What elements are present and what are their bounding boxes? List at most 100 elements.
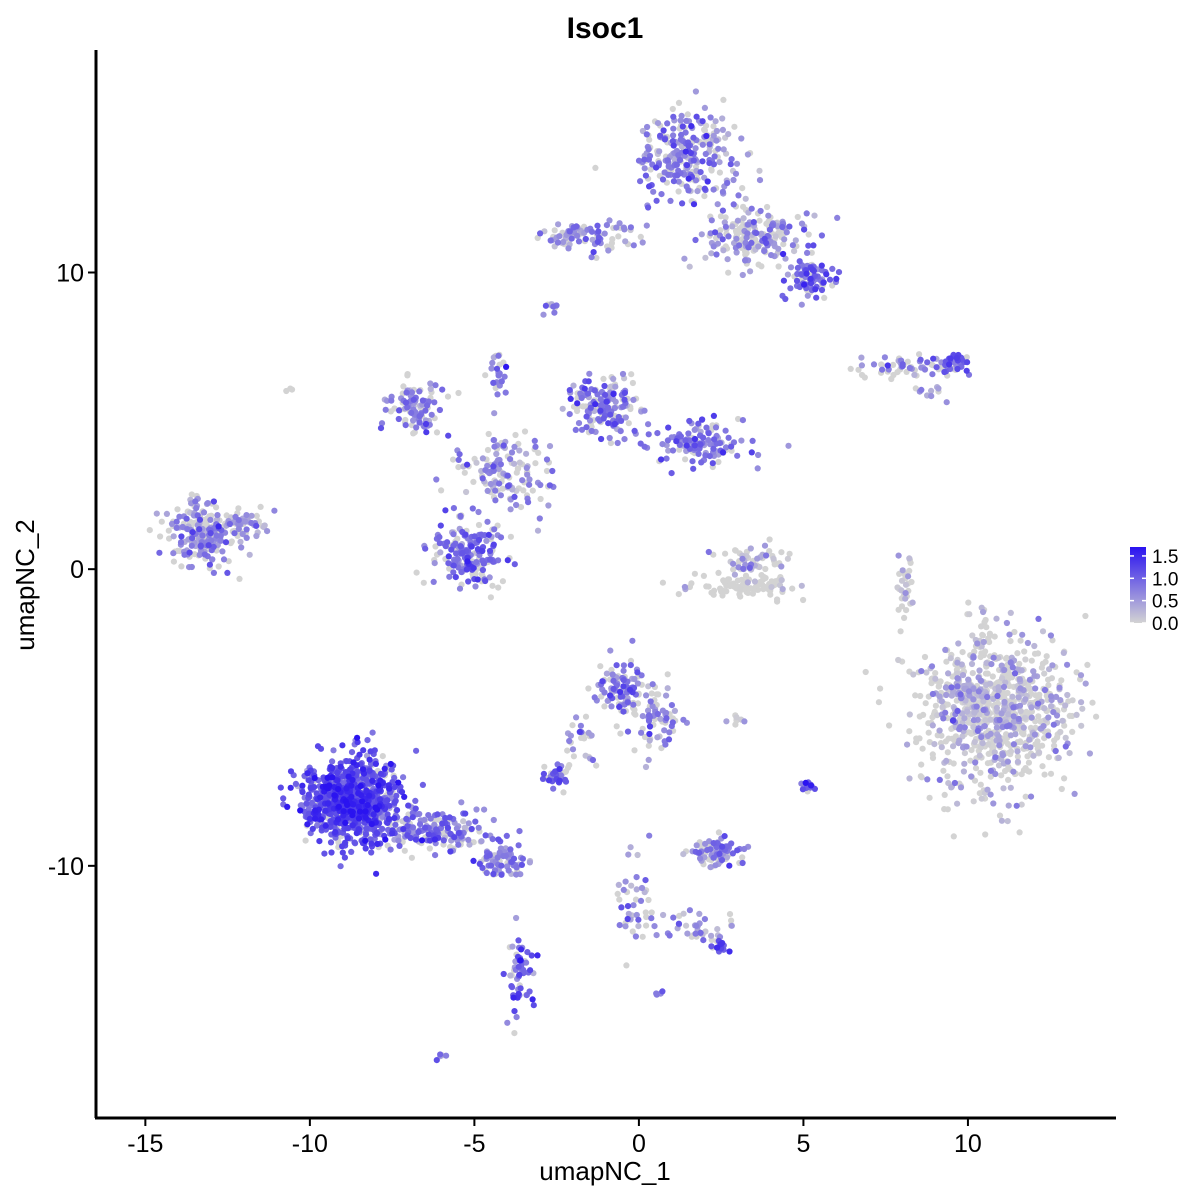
cell-point <box>875 699 883 706</box>
cell-point <box>719 188 727 195</box>
cell-point <box>485 430 492 438</box>
cell-point <box>1060 649 1067 657</box>
cell-point <box>363 825 370 832</box>
cell-point <box>528 952 535 959</box>
cell-point <box>158 518 165 525</box>
cell-point <box>1055 754 1062 762</box>
cell-point <box>895 606 902 613</box>
cell-point <box>374 840 381 848</box>
cell-point <box>902 590 909 597</box>
cell-point <box>526 481 533 488</box>
cell-point <box>450 456 457 463</box>
cell-point <box>712 118 719 125</box>
cell-point <box>324 800 331 807</box>
cell-point <box>487 556 494 563</box>
cell-point <box>755 451 762 459</box>
cell-point <box>701 193 708 200</box>
cell-point <box>620 683 627 690</box>
cell-point <box>957 691 964 698</box>
cell-point <box>930 355 937 362</box>
cell-point <box>248 519 255 527</box>
cell-point <box>720 247 727 254</box>
cell-point <box>433 429 441 436</box>
cell-point <box>660 911 667 919</box>
cell-point <box>243 526 250 533</box>
cell-point <box>708 589 715 596</box>
cell-point <box>513 871 520 878</box>
cell-point <box>669 105 676 113</box>
cell-point <box>989 673 996 680</box>
cell-point <box>911 371 918 378</box>
cell-point <box>645 896 652 904</box>
cell-point <box>993 724 1001 731</box>
cell-point <box>976 667 983 674</box>
cell-point <box>628 371 635 378</box>
cell-point <box>490 354 497 361</box>
cell-point <box>271 507 278 514</box>
cell-point <box>870 361 878 368</box>
expression-colorbar-legend: 1.51.00.50.0 <box>1130 547 1178 635</box>
cell-point <box>818 232 826 239</box>
cell-point <box>490 463 497 470</box>
cell-point <box>750 219 757 226</box>
cell-point <box>703 424 710 431</box>
cell-point <box>783 229 790 236</box>
cell-point <box>157 533 164 540</box>
cell-point <box>227 540 234 547</box>
cell-point <box>339 849 346 856</box>
cell-point <box>789 242 797 249</box>
cell-point <box>1045 682 1052 689</box>
cell-point <box>555 221 562 228</box>
cell-point <box>918 386 925 393</box>
cell-point <box>735 192 742 199</box>
cell-point <box>456 451 463 458</box>
cell-point <box>375 787 383 794</box>
cell-point <box>995 762 1003 769</box>
cell-point <box>1026 676 1033 683</box>
cell-point <box>416 413 423 420</box>
cell-point <box>1034 650 1042 657</box>
cell-point <box>1028 714 1035 721</box>
cell-point <box>702 840 709 847</box>
cell-point <box>970 696 977 703</box>
cell-point <box>364 802 371 809</box>
cell-point <box>1079 705 1086 712</box>
cell-point <box>928 393 935 400</box>
cell-point <box>486 547 494 555</box>
cell-point <box>661 727 668 734</box>
cell-point <box>634 700 642 707</box>
cell-point <box>921 366 929 373</box>
cell-point <box>220 556 228 563</box>
cell-point <box>368 821 375 828</box>
cell-point <box>442 814 449 822</box>
cell-point <box>729 223 736 230</box>
cell-point <box>929 371 936 378</box>
cell-point <box>645 707 652 714</box>
cell-point <box>391 799 398 806</box>
cell-point <box>696 849 703 856</box>
cell-point <box>436 406 443 414</box>
cell-point <box>950 760 957 767</box>
cell-point <box>1016 829 1023 836</box>
cell-point <box>367 748 374 755</box>
cell-point <box>670 113 677 120</box>
cell-point <box>663 709 670 717</box>
cell-point <box>386 785 393 792</box>
cell-point <box>486 852 493 859</box>
cell-point <box>479 566 486 574</box>
cell-point <box>1062 734 1069 741</box>
cell-point <box>1000 683 1008 691</box>
cell-point <box>976 752 983 759</box>
cell-point <box>509 943 516 950</box>
cell-point <box>1077 672 1085 679</box>
cell-point <box>645 204 652 211</box>
cell-point <box>633 874 640 881</box>
cell-point <box>710 132 717 139</box>
cell-point <box>1073 669 1080 676</box>
cell-point <box>648 690 655 697</box>
cell-point <box>418 837 426 844</box>
cell-point <box>982 831 989 838</box>
cell-point <box>723 718 730 725</box>
cell-point <box>998 772 1005 779</box>
